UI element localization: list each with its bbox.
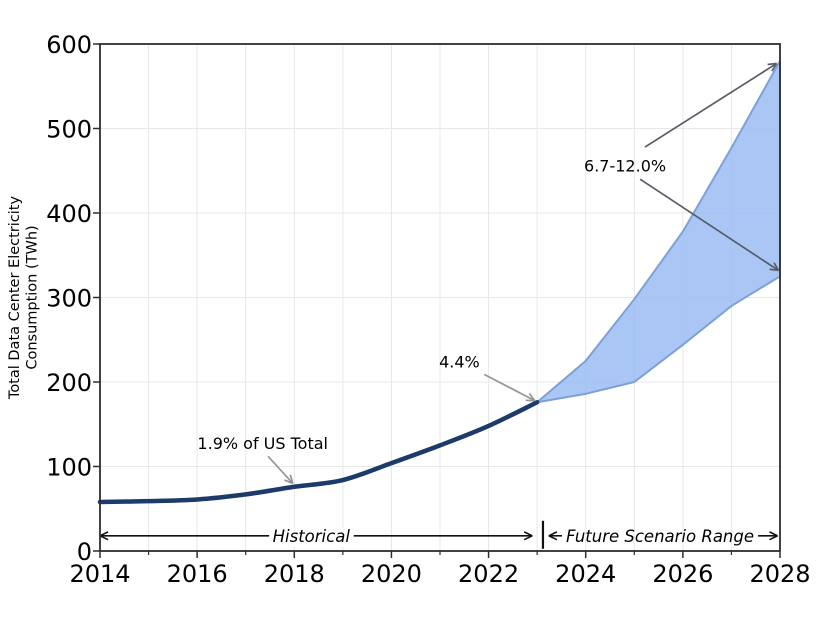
x-tick-label: 2028 xyxy=(749,560,810,588)
y-axis-title-line-2: Consumption (TWh) xyxy=(25,225,41,369)
arrow-head xyxy=(99,531,109,537)
historical-range-label: Historical xyxy=(273,527,351,546)
x-tick-label: 2018 xyxy=(264,560,325,588)
arrow-head xyxy=(284,479,294,485)
y-tick-label: 600 xyxy=(46,31,92,59)
annotation-arrow xyxy=(639,178,780,272)
arrow-line xyxy=(639,178,780,272)
arrow-line xyxy=(644,62,778,148)
future-range-arrow-right xyxy=(758,531,778,541)
x-tick-label: 2024 xyxy=(555,560,616,588)
x-tick-label: 2016 xyxy=(167,560,228,588)
arrow-head xyxy=(99,535,109,541)
arrow-head xyxy=(523,535,533,541)
arrow-head xyxy=(528,392,536,402)
annotation-arrow xyxy=(483,373,536,402)
future-range-label: Future Scenario Range xyxy=(566,527,754,546)
y-tick-label: 0 xyxy=(77,538,92,566)
y-tick-label: 200 xyxy=(46,369,92,397)
y-tick-label: 500 xyxy=(46,116,92,144)
y-axis-title-line-1: Total Data Center Electricity xyxy=(7,196,23,401)
y-tick-label: 400 xyxy=(46,200,92,228)
future-range-arrow-left xyxy=(548,531,563,541)
arrow-head xyxy=(769,268,779,272)
arrow-head xyxy=(767,62,777,66)
arrow-head xyxy=(773,262,780,271)
annotations: 1.9% of US Total 4.4% 6.7-12.0% xyxy=(197,62,780,485)
arrow-head xyxy=(771,62,778,72)
x-tick-label: 2020 xyxy=(361,560,422,588)
annotation-pct-us-total-2028: 6.7-12.0% xyxy=(584,157,666,176)
arrow-head xyxy=(548,531,558,537)
arrow-line xyxy=(483,373,536,402)
historical-range-arrow xyxy=(99,531,533,541)
historical-line xyxy=(97,400,540,505)
x-tick-label: 2014 xyxy=(69,560,130,588)
x-tick-label: 2022 xyxy=(458,560,519,588)
range-annotations: Historical Future Scenario Range xyxy=(99,520,778,551)
arrow-line xyxy=(267,455,294,484)
annotation-pct-us-total-2023: 4.4% xyxy=(439,353,480,372)
y-tick-label: 100 xyxy=(46,454,92,482)
x-tick-label: 2026 xyxy=(652,560,713,588)
annotation-arrow xyxy=(644,62,778,148)
arrow-head xyxy=(548,535,558,541)
annotation-arrow xyxy=(267,455,294,485)
x-axis: 2014 2016 2018 2020 2022 2024 2026 2028 xyxy=(69,551,811,588)
annotation-pct-us-total-2018: 1.9% of US Total xyxy=(197,434,328,453)
arrow-head xyxy=(769,535,778,541)
y-axis: 0 100 200 300 400 500 600 xyxy=(46,31,100,566)
arrow-head xyxy=(289,474,294,484)
arrow-head xyxy=(523,531,533,537)
arrow-head xyxy=(769,531,778,537)
y-tick-label: 300 xyxy=(46,285,92,313)
